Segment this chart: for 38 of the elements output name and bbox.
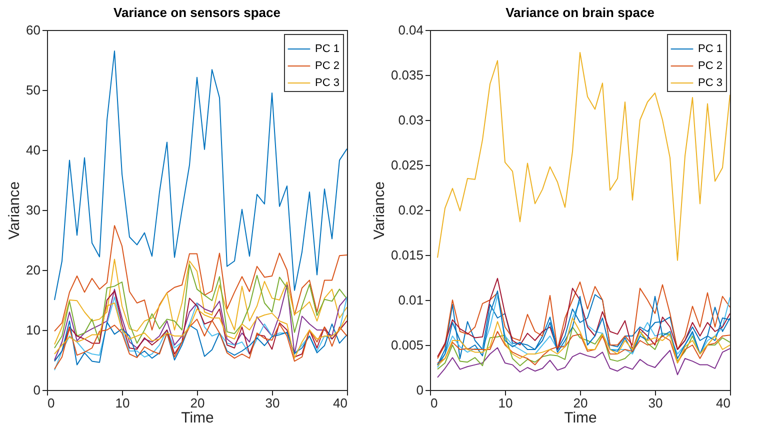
- legend-label: PC 2: [698, 60, 722, 72]
- x-tick-label: 30: [265, 396, 280, 410]
- x-tick-label: 40: [716, 396, 730, 410]
- chart-title: Variance on sensors space: [114, 5, 280, 20]
- y-tick-label: 40: [26, 142, 40, 158]
- x-tick-label: 0: [430, 396, 438, 410]
- y-tick-label: 0: [33, 382, 40, 398]
- y-tick-label: 0.005: [390, 338, 424, 352]
- y-axis-title: Variance: [6, 181, 24, 240]
- y-tick-label: 50: [26, 82, 40, 98]
- x-tick-label: 20: [573, 396, 588, 410]
- x-axis-title: Time: [564, 410, 597, 426]
- legend-label: PC 2: [315, 60, 340, 72]
- y-tick-label: 0.035: [390, 68, 424, 82]
- y-tick-label: 60: [26, 22, 40, 38]
- x-tick-label: 30: [648, 396, 663, 410]
- legend-label: PC 1: [698, 43, 722, 55]
- y-axis-title: Variance: [370, 181, 388, 240]
- y-tick-label: 0.02: [398, 202, 424, 218]
- chart-title: Variance on brain space: [506, 5, 654, 20]
- y-tick-label: 20: [26, 262, 40, 278]
- y-tick-label: 0.03: [398, 112, 424, 128]
- y-tick-label: 0.04: [398, 22, 424, 38]
- x-tick-label: 10: [115, 396, 130, 410]
- y-tick-label: 0.025: [390, 158, 424, 172]
- legend-label: PC 3: [315, 77, 340, 89]
- y-tick-label: 0: [416, 382, 424, 398]
- legend-label: PC 3: [698, 77, 722, 89]
- y-tick-label: 0.01: [398, 292, 424, 308]
- y-tick-label: 0.015: [390, 248, 424, 262]
- legend-label: PC 1: [315, 43, 340, 55]
- x-tick-label: 0: [48, 396, 55, 410]
- x-tick-label: 10: [498, 396, 513, 410]
- y-tick-label: 30: [26, 202, 40, 218]
- y-tick-label: 10: [26, 322, 40, 338]
- x-tick-label: 20: [190, 396, 205, 410]
- x-axis-title: Time: [181, 410, 214, 426]
- x-tick-label: 40: [333, 396, 348, 410]
